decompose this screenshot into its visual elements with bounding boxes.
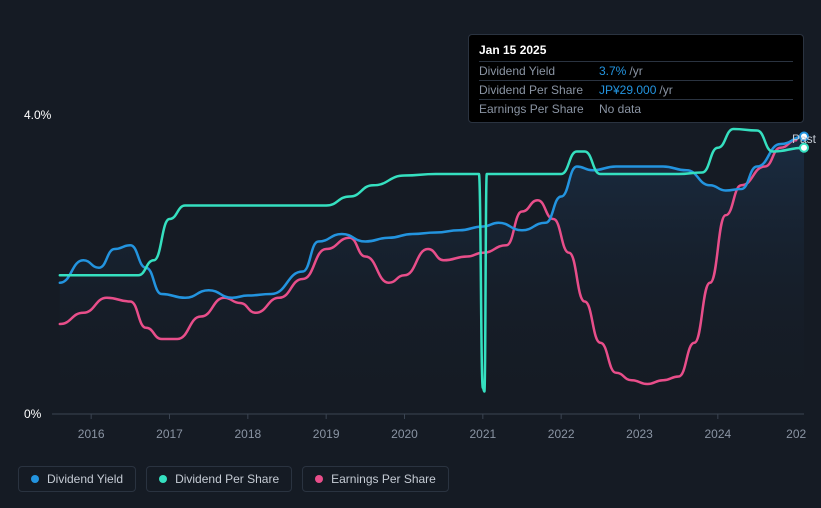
y-axis-label: 4.0% (24, 108, 51, 122)
tooltip-unit: /yr (629, 64, 642, 78)
x-axis-label: 2016 (78, 427, 105, 441)
area-fill (60, 137, 804, 415)
dividend-chart: 0% 4.0% 2016 2017 2018 2019 2020 2021 2022 2023 2… (0, 0, 821, 508)
chart-tooltip: Jan 15 2025 Dividend Yield3.7%/yrDividen… (468, 34, 804, 123)
tooltip-value: 3.7% (599, 64, 626, 78)
tooltip-date: Jan 15 2025 (479, 41, 793, 61)
x-axis-label: 2024 (704, 427, 731, 441)
x-axis-label: 2019 (313, 427, 340, 441)
x-axis-label: 2020 (391, 427, 418, 441)
x-axis-label: 2022 (548, 427, 575, 441)
tooltip-label: Dividend Per Share (479, 83, 599, 97)
legend-dot-icon (315, 475, 323, 483)
x-axis-label: 2023 (626, 427, 653, 441)
tooltip-row: Dividend Per ShareJP¥29.000/yr (479, 80, 793, 99)
legend-label: Dividend Yield (47, 472, 123, 486)
y-axis-label: 0% (24, 407, 41, 421)
legend-item-dividend_per_share[interactable]: Dividend Per Share (146, 466, 292, 492)
tooltip-label: Dividend Yield (479, 64, 599, 78)
legend-dot-icon (31, 475, 39, 483)
tooltip-value: JP¥29.000 (599, 83, 656, 97)
legend-dot-icon (159, 475, 167, 483)
chart-legend: Dividend Yield Dividend Per Share Earnings… (18, 466, 449, 492)
tooltip-row: Dividend Yield3.7%/yr (479, 61, 793, 80)
legend-item-earnings_per_share[interactable]: Earnings Per Share (302, 466, 449, 492)
x-axis-label: 2017 (156, 427, 183, 441)
past-marker: Past (792, 132, 816, 146)
legend-label: Dividend Per Share (175, 472, 279, 486)
x-axis-label: 2018 (234, 427, 261, 441)
tooltip-unit: /yr (659, 83, 672, 97)
legend-label: Earnings Per Share (331, 472, 436, 486)
tooltip-row: Earnings Per ShareNo data (479, 99, 793, 118)
tooltip-value: No data (599, 102, 641, 116)
legend-item-dividend_yield[interactable]: Dividend Yield (18, 466, 136, 492)
tooltip-label: Earnings Per Share (479, 102, 599, 116)
x-axis-label: 2021 (469, 427, 496, 441)
x-axis-label: 202 (786, 427, 806, 441)
